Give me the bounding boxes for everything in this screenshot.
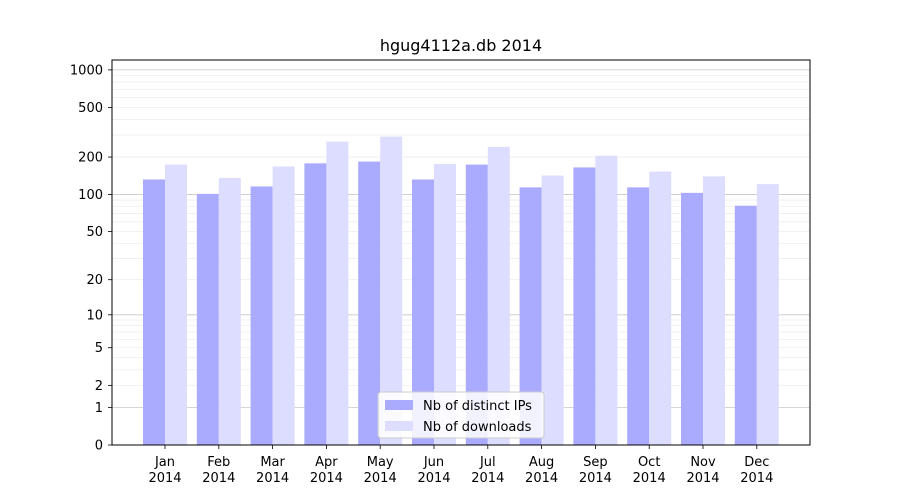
y-tick-label: 200 — [78, 151, 103, 166]
y-tick-label: 20 — [86, 273, 103, 288]
x-tick-label-year: 2014 — [525, 471, 558, 486]
bar-downloads-feb — [218, 177, 241, 445]
x-tick-label-month: Jun — [423, 455, 444, 470]
bar-distinct-ips-apr — [304, 163, 327, 446]
x-tick-label-year: 2014 — [148, 471, 181, 486]
bar-downloads-jul — [487, 146, 510, 445]
legend: Nb of distinct IPs Nb of downloads — [377, 391, 545, 439]
y-tick-label: 2 — [95, 379, 103, 394]
bar-distinct-ips-jun — [412, 179, 434, 446]
x-tick-label-year: 2014 — [633, 471, 666, 486]
x-tick-label-year: 2014 — [256, 471, 289, 486]
x-tick-label-year: 2014 — [686, 471, 719, 486]
y-tick-label: 500 — [78, 101, 103, 116]
x-tick-label-year: 2014 — [364, 471, 397, 486]
x-tick-label-month: Sep — [583, 455, 608, 470]
bar-distinct-ips-may — [358, 161, 381, 446]
axes: Jan2014Feb2014Mar2014Apr2014May2014Jun20… — [70, 59, 811, 486]
y-tick-label: 0 — [95, 439, 103, 454]
legend-label: Nb of downloads — [423, 420, 532, 435]
x-tick-label-month: Aug — [529, 455, 554, 470]
bar-downloads-mar — [272, 166, 295, 445]
y-tick-label: 10 — [86, 308, 103, 323]
plot-frame — [111, 59, 811, 446]
x-tick-label-month: May — [367, 455, 394, 470]
bar-distinct-ips-sep — [573, 167, 596, 445]
legend-label: Nb of distinct IPs — [423, 399, 532, 414]
bar-downloads-nov — [703, 176, 725, 445]
bar-distinct-ips-aug — [519, 187, 542, 445]
y-tick-label: 100 — [78, 188, 103, 203]
x-tick-label-month: Jan — [154, 455, 175, 470]
x-tick-label-year: 2014 — [740, 471, 773, 486]
x-tick-label-month: Jul — [479, 455, 496, 470]
bar-distinct-ips-feb — [196, 193, 219, 445]
bar-downloads-dec — [756, 184, 779, 445]
x-tick-label-month: Mar — [260, 455, 285, 470]
y-tick-label: 50 — [86, 225, 103, 240]
y-tick-label: 1 — [95, 401, 103, 416]
y-tick-label: 5 — [95, 341, 103, 356]
x-tick-label-year: 2014 — [310, 471, 343, 486]
bar-downloads-sep — [595, 155, 618, 445]
legend-swatch — [385, 400, 413, 410]
bars — [143, 136, 779, 446]
x-tick-label-month: Feb — [207, 455, 230, 470]
x-tick-label-year: 2014 — [202, 471, 235, 486]
x-tick-label-year: 2014 — [471, 471, 504, 486]
x-tick-label-year: 2014 — [579, 471, 612, 486]
bar-downloads-jun — [434, 163, 456, 445]
bar-distinct-ips-jan — [143, 179, 165, 446]
bar-distinct-ips-nov — [681, 192, 703, 445]
bar-distinct-ips-dec — [734, 205, 757, 445]
chart-title: hgug4112a.db 2014 — [380, 36, 542, 55]
bar-downloads-oct — [649, 171, 672, 445]
bar-distinct-ips-mar — [250, 186, 273, 445]
x-tick-label-month: Apr — [315, 455, 338, 470]
legend-swatch — [385, 421, 413, 431]
bar-downloads-jan — [165, 164, 187, 445]
x-tick-label-month: Nov — [690, 455, 716, 470]
bar-downloads-apr — [326, 141, 349, 445]
x-tick-label-year: 2014 — [417, 471, 450, 486]
bar-distinct-ips-oct — [627, 187, 650, 445]
x-tick-label-month: Oct — [638, 455, 660, 470]
bar-downloads-may — [380, 136, 403, 445]
bar-distinct-ips-jul — [465, 164, 488, 445]
y-tick-label: 1000 — [70, 63, 103, 78]
bar-downloads-aug — [541, 175, 564, 445]
legend-box — [377, 391, 545, 439]
x-tick-label-month: Dec — [744, 455, 769, 470]
